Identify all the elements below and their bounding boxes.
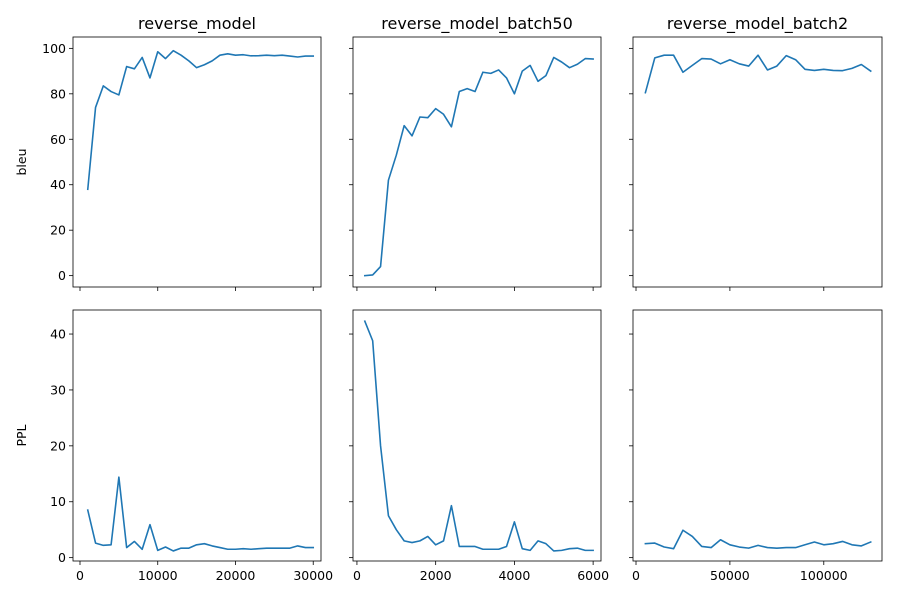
subplot-top-right: reverse_model_batch2 [629, 14, 883, 291]
x-tick-label: 4000 [498, 568, 530, 583]
subplot-title: reverse_model_batch50 [381, 14, 573, 34]
x-tick-label: 2000 [420, 568, 452, 583]
axes-frame-bottom-left [72, 309, 322, 562]
x-tick-label: 30000 [293, 568, 333, 583]
axes-frame-bottom-middle [352, 309, 602, 562]
y-tick-label: 20 [50, 223, 66, 238]
y-tick-label: 30 [50, 382, 66, 397]
x-tick-label: 10000 [138, 568, 178, 583]
axes-frame-top-left [72, 36, 322, 288]
y-tick-label: 100 [42, 41, 66, 56]
y-axis-label: bleu [14, 148, 29, 175]
x-tick-label: 6000 [577, 568, 609, 583]
subplot-title: reverse_model_batch2 [667, 14, 848, 34]
x-tick-label: 0 [353, 568, 361, 583]
subplot-bottom-right: 0 50000 100000 [629, 309, 883, 583]
y-tick-label: 10 [50, 494, 66, 509]
axes-frame-top-right [632, 36, 883, 288]
subplot-bottom-left: 0 10000 20000 30000 0 10 20 30 40 PPL [14, 309, 333, 583]
series-line-bottom-middle [363, 320, 594, 552]
series-line-top-right [644, 54, 872, 94]
series-line-top-left [86, 49, 315, 191]
x-tick-label: 20000 [216, 568, 256, 583]
y-tick-label: 80 [50, 86, 66, 101]
y-tick-label: 40 [50, 177, 66, 192]
x-tick-label: 100000 [800, 568, 848, 583]
subplot-top-middle: reverse_model_batch50 [349, 14, 602, 291]
y-axis-label: PPL [14, 424, 29, 446]
y-tick-label: 0 [58, 550, 66, 565]
x-tick-label: 50000 [710, 568, 750, 583]
series-line-top-middle [363, 56, 594, 277]
axes-frame-top-middle [352, 36, 602, 288]
y-tick-label: 0 [58, 268, 66, 283]
y-tick-label: 60 [50, 132, 66, 147]
subplot-bottom-middle: 0 2000 4000 6000 [349, 309, 609, 583]
subplot-title: reverse_model [138, 14, 256, 34]
axes-frame-bottom-right [632, 309, 883, 562]
x-tick-label: 0 [632, 568, 640, 583]
x-tick-label: 0 [76, 568, 84, 583]
y-tick-label: 20 [50, 438, 66, 453]
series-line-bottom-left [86, 476, 315, 552]
y-tick-label: 40 [50, 327, 66, 342]
series-line-bottom-right [644, 529, 872, 550]
